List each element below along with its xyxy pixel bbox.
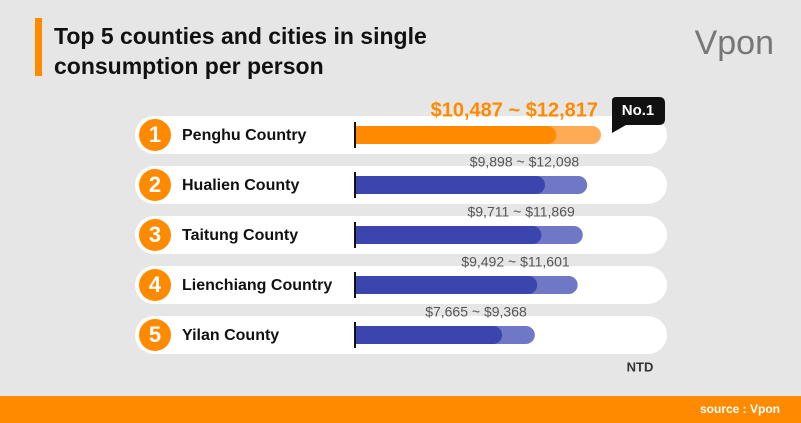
badge: No.1 [622,102,655,119]
bar-base [354,126,362,144]
rank-circle [139,269,171,301]
rank-circle [139,169,171,201]
rank-circle [139,319,171,351]
category-label: Hualien County [182,177,299,194]
bar [355,276,538,294]
value-label: $9,898 ~ $12,098 [470,154,580,170]
category-label: Penghu Country [182,127,307,144]
bar-base [354,326,362,344]
bar-base [354,276,362,294]
rank-circle [139,119,171,151]
rank-number: 4 [149,272,162,297]
value-label: $9,711 ~ $11,869 [467,204,575,220]
rank-circle [139,219,171,251]
bar-base [354,226,362,244]
chart-title: consumption per person [54,53,324,79]
rank-number: 5 [149,322,161,347]
source: source : Vpon [700,402,780,416]
footer-bar [0,396,801,423]
bar [355,176,545,194]
value-label: $9,492 ~ $11,601 [461,254,570,270]
bar [355,326,503,344]
category-label: Taitung County [182,227,298,244]
category-label: Lienchiang Country [182,277,332,294]
value-label: $10,487 ~ $12,817 [431,99,598,121]
bar [355,226,542,244]
bar [355,126,557,144]
rank-number: 3 [149,222,161,247]
rank-number: 2 [149,172,161,197]
badge-shape [612,97,665,133]
bar-base [354,176,362,194]
category-label: Yilan County [182,327,279,344]
unit-label: NTD [627,359,654,374]
value-label: $7,665 ~ $9,368 [425,304,527,320]
logo: Vpon [695,24,774,62]
title-accent [35,18,42,76]
rank-number: 1 [149,122,161,147]
chart-title: Top 5 counties and cities in single [54,23,427,49]
